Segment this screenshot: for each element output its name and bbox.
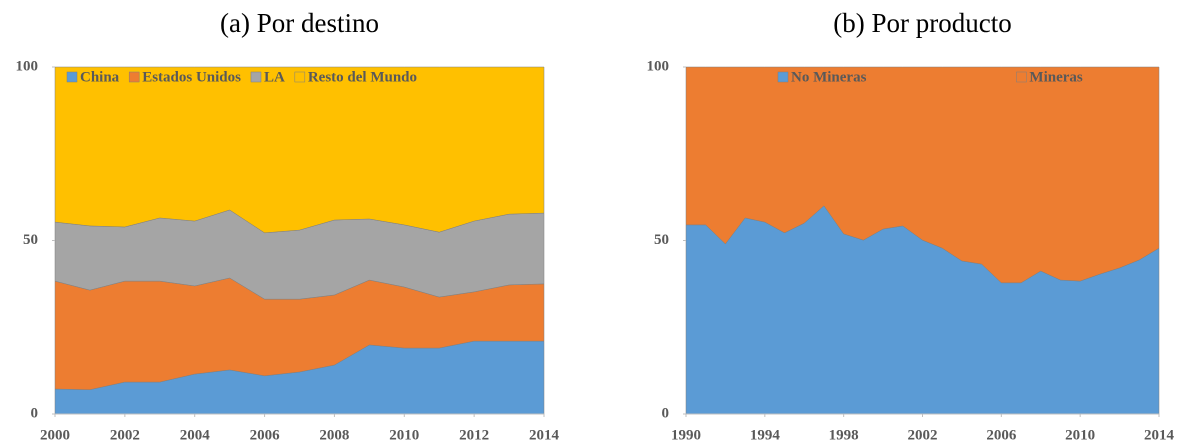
x-tick-label: 1990 (671, 427, 701, 443)
legend-swatch (250, 71, 262, 83)
chart-title: (a) Por destino (220, 8, 379, 38)
legend-label: Estados Unidos (142, 69, 241, 85)
x-tick-label: 2000 (40, 427, 70, 443)
x-tick-label: 2006 (986, 427, 1017, 443)
legend-label: China (80, 69, 120, 85)
legend-label: LA (264, 69, 285, 85)
x-tick-label: 2008 (319, 427, 349, 443)
x-tick-label: 2010 (389, 427, 419, 443)
legend-label: Mineras (1029, 69, 1082, 85)
chart-title: (b) Por producto (833, 8, 1011, 38)
x-tick-label: 2002 (110, 427, 140, 443)
x-tick-label: 1994 (750, 427, 781, 443)
x-tick-label: 2014 (529, 427, 560, 443)
y-tick-label: 0 (31, 405, 39, 421)
area (685, 66, 1160, 284)
x-tick-label: 2012 (459, 427, 489, 443)
area (54, 66, 545, 234)
x-tick-label: 2004 (180, 427, 211, 443)
y-tick-label: 100 (16, 58, 39, 74)
y-tick-label: 50 (23, 232, 38, 248)
x-tick-label: 2002 (908, 427, 938, 443)
legend-swatch (777, 71, 789, 83)
x-tick-label: 2006 (250, 427, 281, 443)
legend-swatch (128, 71, 140, 83)
x-tick-label: 2014 (1144, 427, 1175, 443)
legend-swatch (1016, 71, 1027, 83)
x-tick-label: 2010 (1065, 427, 1095, 443)
y-tick-label: 50 (654, 232, 669, 248)
x-tick-label: 1998 (829, 427, 859, 443)
y-tick-label: 100 (647, 58, 670, 74)
legend-label: No Mineras (791, 69, 867, 85)
legend-swatch (294, 71, 306, 83)
legend-swatch (66, 71, 78, 83)
legend-label: Resto del Mundo (308, 69, 417, 85)
y-tick-label: 0 (662, 405, 670, 421)
